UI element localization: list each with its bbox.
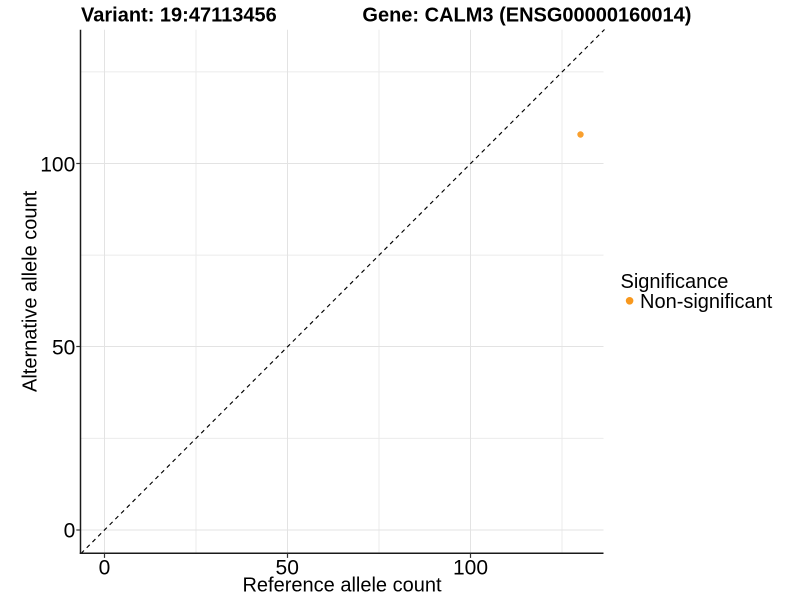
- svg-text:Gene: CALM3 (ENSG00000160014): Gene: CALM3 (ENSG00000160014): [362, 4, 691, 26]
- svg-text:50: 50: [276, 556, 299, 579]
- svg-text:Non-significant: Non-significant: [640, 291, 773, 313]
- svg-text:0: 0: [64, 520, 76, 543]
- svg-text:Significance: Significance: [621, 271, 729, 293]
- svg-text:Alternative allele count: Alternative allele count: [19, 190, 41, 392]
- svg-text:0: 0: [99, 556, 111, 579]
- svg-text:Variant: 19:47113456: Variant: 19:47113456: [81, 4, 277, 26]
- svg-text:100: 100: [453, 556, 488, 579]
- svg-text:50: 50: [52, 336, 75, 359]
- svg-text:100: 100: [40, 154, 75, 177]
- svg-text:Reference allele count: Reference allele count: [242, 575, 441, 597]
